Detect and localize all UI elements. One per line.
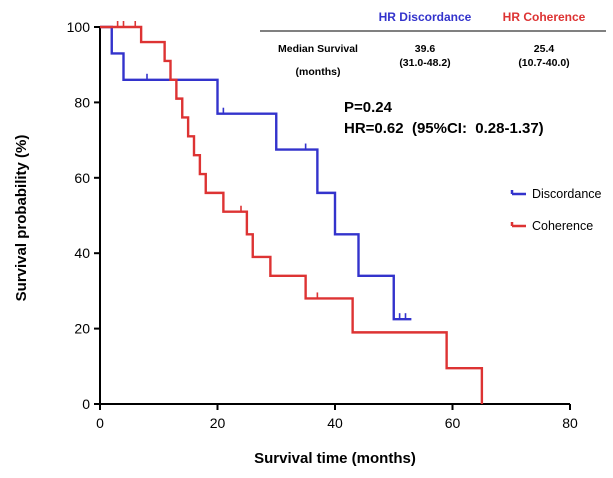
- y-tick-label: 100: [67, 19, 91, 35]
- y-axis-label: Survival probability (%): [13, 135, 30, 302]
- legend-swatch-discordance: [510, 190, 526, 196]
- y-tick-label: 0: [82, 396, 90, 412]
- table-discordance-median: 39.6: [415, 43, 436, 55]
- x-tick-label: 60: [445, 415, 461, 431]
- y-tick-label: 80: [74, 94, 90, 110]
- legend-item-discordance: Discordance: [510, 187, 602, 201]
- table-row-label-line2: (months): [296, 66, 341, 78]
- series-line-discordance: [100, 25, 412, 321]
- table-discordance-ci: (31.0-48.2): [399, 57, 450, 69]
- legend: Discordance Coherence: [510, 187, 602, 233]
- table-header-coherence: HR Coherence: [503, 10, 586, 24]
- summary-table: HR Discordance HR Coherence Median Survi…: [260, 10, 606, 78]
- y-axis-ticks: 0 20 40 60 80 100: [67, 19, 100, 412]
- table-row-label-line1: Median Survival: [278, 43, 358, 55]
- y-tick-label: 60: [74, 170, 90, 186]
- legend-swatch-coherence: [510, 222, 526, 228]
- x-axis-label: Survival time (months): [254, 450, 416, 467]
- legend-item-coherence: Coherence: [510, 219, 593, 233]
- x-tick-label: 40: [327, 415, 343, 431]
- table-coherence-ci: (10.7-40.0): [518, 57, 569, 69]
- p-value-annotation: P=0.24: [344, 99, 393, 116]
- series-line-coherence: [100, 25, 484, 404]
- table-coherence-median: 25.4: [534, 43, 555, 55]
- x-tick-label: 80: [562, 415, 578, 431]
- y-tick-label: 40: [74, 245, 90, 261]
- legend-label-discordance: Discordance: [532, 187, 602, 201]
- x-axis-ticks: 0 20 40 60 80: [96, 404, 578, 431]
- survival-curves: [100, 21, 484, 404]
- hazard-ratio-annotation: HR=0.62 (95%CI: 0.28-1.37): [344, 120, 544, 137]
- x-tick-label: 0: [96, 415, 104, 431]
- x-tick-label: 20: [210, 415, 226, 431]
- y-tick-label: 20: [74, 321, 90, 337]
- table-header-discordance: HR Discordance: [379, 10, 472, 24]
- legend-label-coherence: Coherence: [532, 219, 593, 233]
